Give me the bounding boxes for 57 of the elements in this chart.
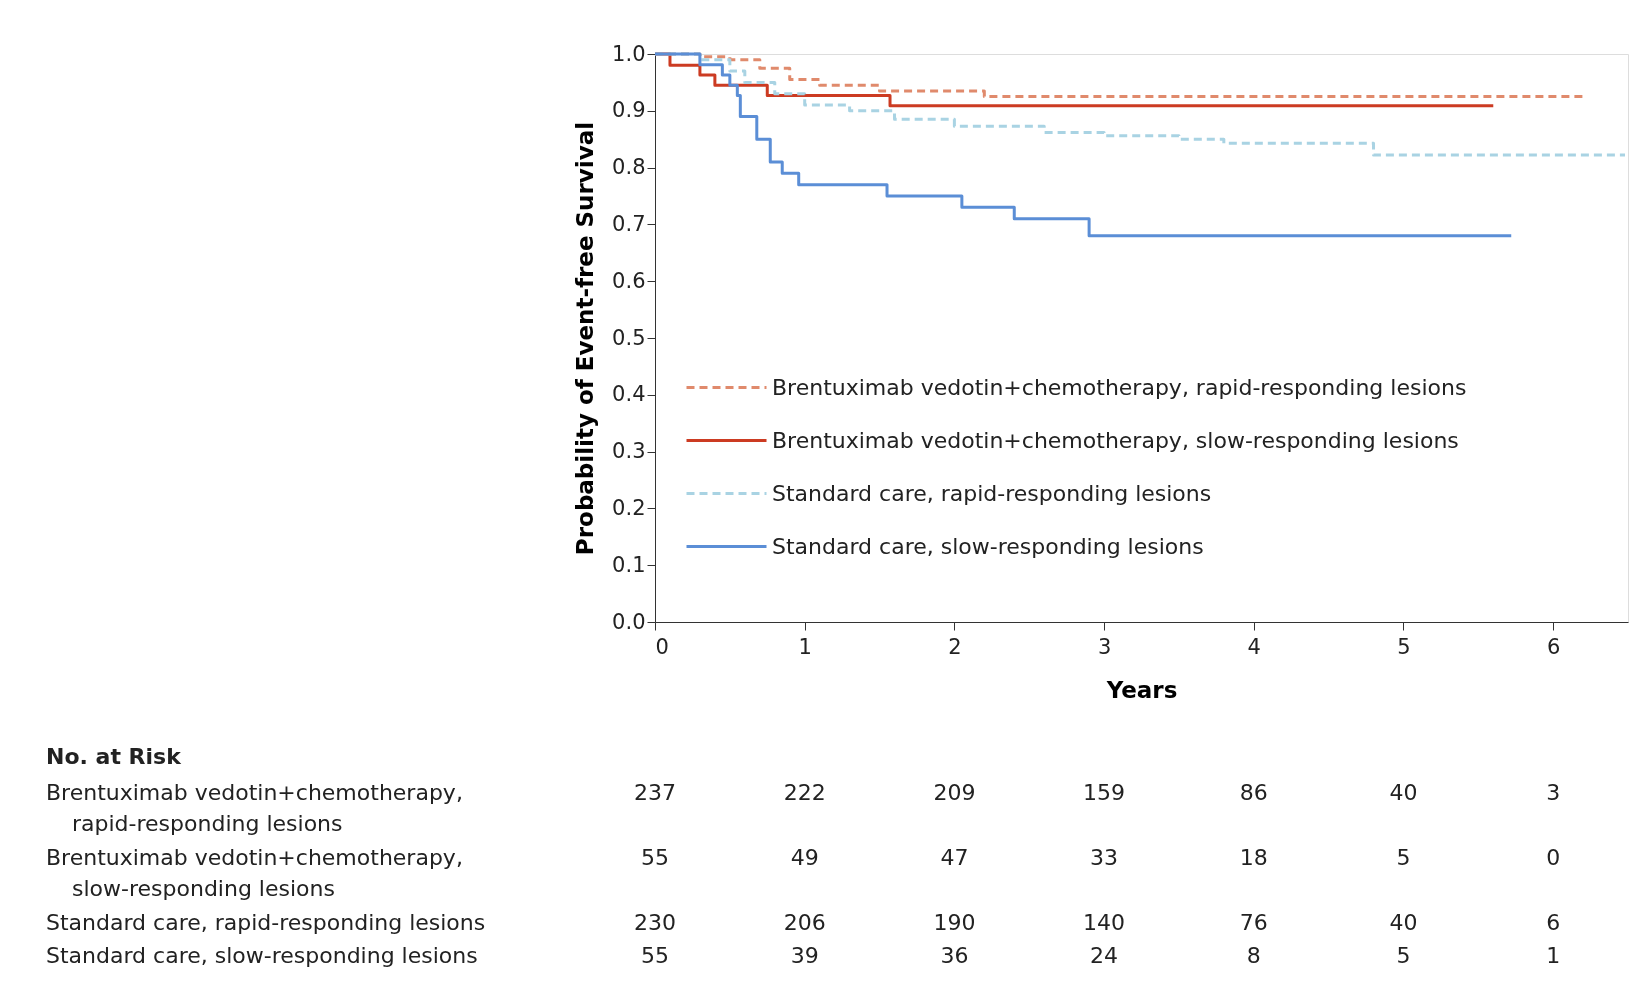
text: 40 — [1389, 910, 1418, 935]
y-tick-label: 0.3 — [612, 439, 646, 464]
text: 0 — [1546, 845, 1561, 870]
text: 49 — [790, 845, 819, 870]
text: 5 — [1396, 845, 1411, 870]
text: 209 — [933, 780, 976, 805]
text: 3 — [1546, 780, 1561, 805]
text: 230 — [634, 910, 676, 935]
legend-label: Brentuximab vedotin+chemotherapy, slow-responding lesions — [772, 427, 1459, 453]
text: 24 — [1090, 943, 1119, 968]
legend-label: Standard care, rapid-responding lesions — [772, 480, 1212, 506]
y-tick-label: 0.6 — [612, 268, 646, 293]
text: Brentuximab vedotin+chemotherapy, rapid-responding lesions — [46, 780, 463, 836]
text: 18 — [1239, 845, 1268, 870]
y-tick-label: 0.8 — [612, 155, 646, 180]
text: 39 — [790, 943, 819, 968]
y-tick-label: 0.9 — [612, 98, 646, 123]
text: 86 — [1239, 780, 1268, 805]
x-axis-title: Years — [1105, 676, 1178, 703]
text: Brentuximab vedotin+chemotherapy, slow-responding lesions — [46, 845, 463, 901]
text: 237 — [634, 780, 676, 805]
y-tick-label: 0.1 — [612, 552, 646, 577]
text: 55 — [641, 943, 669, 968]
text: 36 — [940, 943, 969, 968]
x-tick-label: 2 — [948, 634, 962, 659]
text: 222 — [783, 780, 826, 805]
y-tick-label: 0.0 — [612, 609, 646, 634]
text: 47 — [940, 845, 969, 870]
x-tick-label: 5 — [1397, 634, 1411, 659]
text: 76 — [1239, 910, 1268, 935]
text: 6 — [1546, 910, 1561, 935]
text: Standard care, slow-responding lesions — [46, 943, 478, 968]
text: No. at Risk — [46, 744, 183, 769]
x-tick-label: 4 — [1247, 634, 1261, 659]
text: 1 — [1546, 943, 1561, 968]
text: 55 — [641, 845, 669, 870]
legend-label: Standard care, slow-responding lesions — [772, 533, 1204, 559]
x-tick-label: 3 — [1097, 634, 1112, 659]
x-tick-label: 0 — [655, 634, 669, 659]
x-tick-label: 1 — [798, 634, 812, 659]
y-tick-label: 1.0 — [612, 41, 646, 66]
text: 40 — [1389, 780, 1418, 805]
y-tick-label: 0.7 — [612, 211, 646, 236]
text: 190 — [933, 910, 976, 935]
text: Standard care, rapid-responding lesions — [46, 910, 486, 935]
text: 159 — [1083, 780, 1126, 805]
y-tick-label: 0.4 — [612, 382, 646, 407]
x-tick-label: 6 — [1546, 634, 1561, 659]
text: 33 — [1090, 845, 1119, 870]
text: 8 — [1246, 943, 1261, 968]
y-tick-label: 0.2 — [612, 495, 646, 520]
text: 5 — [1396, 943, 1411, 968]
text: 206 — [783, 910, 826, 935]
legend-label: Brentuximab vedotin+chemotherapy, rapid-responding lesions — [772, 374, 1467, 400]
y-tick-label: 0.5 — [612, 325, 646, 350]
text: 140 — [1083, 910, 1126, 935]
y-axis-title: Probability of Event-free Survival — [572, 121, 599, 556]
